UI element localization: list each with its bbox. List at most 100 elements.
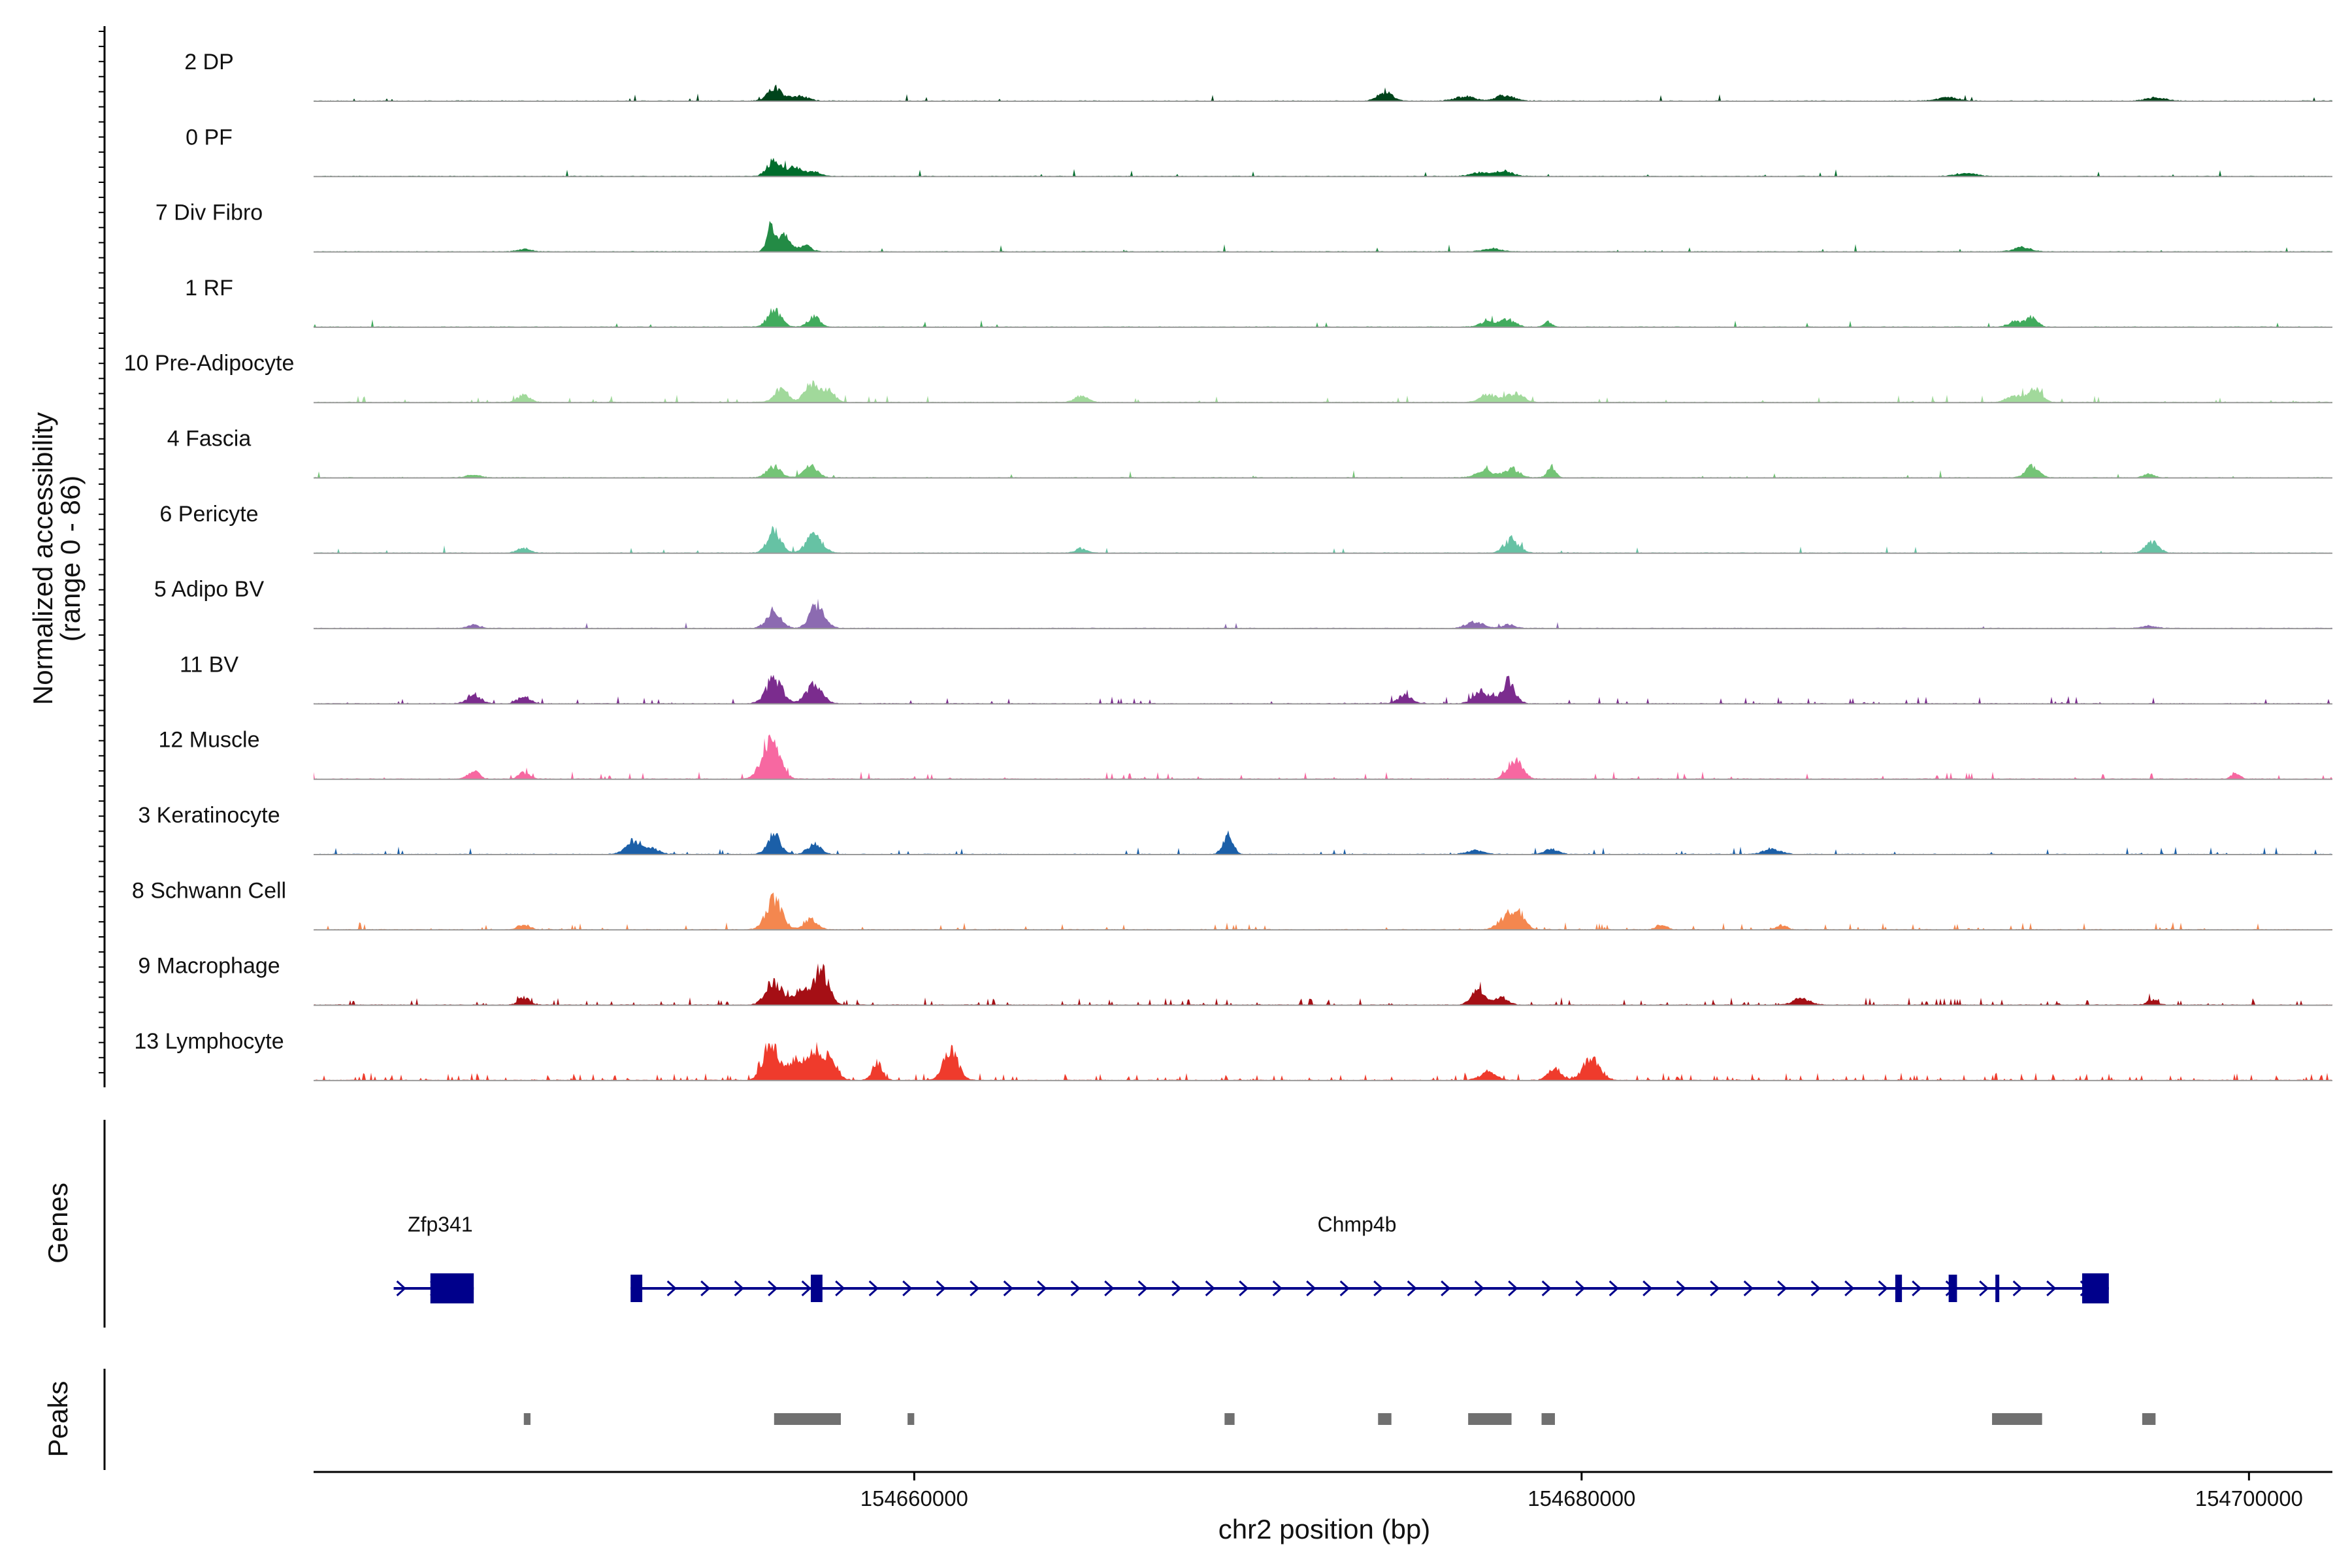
strand-arrow bbox=[1777, 1280, 1788, 1297]
gene-zfp341: Zfp341 bbox=[393, 1213, 474, 1303]
coverage-area bbox=[314, 84, 2332, 101]
strand-arrow bbox=[1137, 1280, 1148, 1297]
coverage-area bbox=[314, 830, 2332, 855]
gene-exon bbox=[430, 1273, 474, 1303]
track-label: 11 BV bbox=[180, 652, 238, 677]
coverage-area bbox=[314, 221, 2332, 252]
track-label: 9 Macrophage bbox=[138, 954, 280, 979]
track-8-schwann-cell: 8 Schwann Cell bbox=[132, 878, 2332, 931]
track-label: 8 Schwann Cell bbox=[132, 878, 286, 903]
x-tick-label: 154680000 bbox=[1527, 1486, 1635, 1511]
strand-arrow bbox=[1810, 1280, 1821, 1297]
strand-arrow bbox=[1743, 1280, 1754, 1297]
strand-arrow bbox=[1979, 1280, 1989, 1297]
x-axis-title: chr2 position (bp) bbox=[1218, 1514, 1431, 1544]
gene-exon bbox=[1995, 1275, 2000, 1302]
gene-exon bbox=[1895, 1275, 1903, 1302]
strand-arrow bbox=[801, 1280, 811, 1297]
peak-region bbox=[1378, 1413, 1392, 1425]
strand-arrow bbox=[1878, 1280, 1888, 1297]
gene-name-label: Chmp4b bbox=[1318, 1213, 1397, 1236]
peak-region bbox=[2142, 1413, 2156, 1425]
gene-chmp4b: Chmp4b bbox=[630, 1213, 2109, 1303]
strand-arrow bbox=[768, 1280, 778, 1297]
coverage-area bbox=[314, 892, 2332, 930]
gene-models: Zfp341 Chmp4b bbox=[393, 1213, 2109, 1303]
strand-arrow bbox=[396, 1280, 406, 1297]
track-10-pre-adipocyte: 10 Pre-Adipocyte bbox=[124, 351, 2332, 404]
track-2-dp: 2 DP bbox=[184, 50, 2332, 102]
track-11-bv: 11 BV bbox=[180, 652, 2332, 705]
x-axis: chr2 position (bp) 154660000 154680000 154… bbox=[314, 1471, 2332, 1544]
strand-arrow bbox=[1003, 1280, 1013, 1297]
x-tick-label: 154700000 bbox=[2195, 1486, 2303, 1511]
strand-arrow bbox=[1474, 1280, 1484, 1297]
track-label: 12 Muscle bbox=[159, 728, 260, 753]
peak-region bbox=[1468, 1413, 1512, 1425]
strand-arrow bbox=[700, 1280, 711, 1297]
strand-arrow bbox=[1239, 1280, 1249, 1297]
gene-exon bbox=[1948, 1275, 1957, 1302]
coverage-area bbox=[314, 734, 2332, 779]
strand-arrow bbox=[1609, 1280, 1619, 1297]
strand-arrow bbox=[2012, 1280, 2023, 1297]
track-label: 2 DP bbox=[184, 50, 234, 74]
strand-arrow bbox=[1508, 1280, 1518, 1297]
strand-arrow bbox=[902, 1280, 913, 1297]
peak-region bbox=[1992, 1413, 2042, 1425]
track-1-rf: 1 RF bbox=[185, 276, 2332, 328]
coverage-area bbox=[314, 674, 2332, 704]
gene-exon bbox=[630, 1275, 643, 1302]
y-axis-title: Normalized accessibility (range 0 - 86) bbox=[27, 412, 86, 705]
track-label: 6 Pericyte bbox=[159, 502, 258, 527]
peak-region bbox=[907, 1413, 915, 1425]
strand-arrow bbox=[2046, 1280, 2057, 1297]
coverage-area bbox=[314, 308, 2332, 327]
track-5-adipo-bv: 5 Adipo BV bbox=[154, 577, 2332, 630]
strand-arrow bbox=[835, 1280, 845, 1297]
strand-arrow bbox=[1407, 1280, 1417, 1297]
coverage-area bbox=[314, 380, 2332, 403]
track-label: 7 Div Fibro bbox=[155, 201, 263, 225]
strand-arrow bbox=[1710, 1280, 1720, 1297]
strand-arrow bbox=[666, 1280, 677, 1297]
strand-arrow bbox=[1912, 1280, 1922, 1297]
strand-arrow bbox=[1171, 1280, 1182, 1297]
peaks-panel: Peaks bbox=[42, 1369, 2156, 1470]
x-tick-label: 154660000 bbox=[860, 1486, 968, 1511]
track-3-keratinocyte: 3 Keratinocyte bbox=[138, 803, 2332, 855]
peak-region bbox=[774, 1413, 841, 1425]
strand-arrow bbox=[1306, 1280, 1316, 1297]
coverage-tracks: 2 DP 0 PF 7 Div Fibro 1 RF 10 Pre-Adipocyte 4… bbox=[124, 50, 2332, 1081]
coverage-area bbox=[314, 525, 2332, 553]
coverage-area bbox=[314, 1041, 2332, 1081]
coverage-area bbox=[314, 598, 2332, 629]
gene-name-label: Zfp341 bbox=[408, 1213, 473, 1236]
peaks-title: Peaks bbox=[42, 1381, 73, 1458]
strand-arrow bbox=[970, 1280, 980, 1297]
track-4-fascia: 4 Fascia bbox=[167, 427, 2332, 479]
strand-arrow bbox=[1272, 1280, 1282, 1297]
strand-arrow bbox=[1037, 1280, 1047, 1297]
track-label: 13 Lymphocyte bbox=[134, 1029, 284, 1054]
strand-arrow bbox=[1070, 1280, 1081, 1297]
track-12-muscle: 12 Muscle bbox=[159, 728, 2332, 780]
track-7-div-fibro: 7 Div Fibro bbox=[155, 201, 2332, 253]
track-0-pf: 0 PF bbox=[186, 125, 2332, 178]
track-6-pericyte: 6 Pericyte bbox=[159, 502, 2332, 554]
track-label: 10 Pre-Adipocyte bbox=[124, 351, 295, 376]
coverage-area bbox=[314, 463, 2332, 478]
y-axis-title-line1: Normalized accessibility bbox=[27, 412, 58, 705]
strand-arrow bbox=[1541, 1280, 1552, 1297]
coverage-area bbox=[314, 963, 2332, 1005]
peak-region bbox=[1541, 1413, 1555, 1425]
genes-title: Genes bbox=[42, 1183, 73, 1264]
track-label: 5 Adipo BV bbox=[154, 577, 265, 602]
strand-arrow bbox=[868, 1280, 879, 1297]
strand-arrow bbox=[1104, 1280, 1115, 1297]
track-label: 1 RF bbox=[185, 276, 233, 301]
peak-region bbox=[1224, 1413, 1235, 1425]
y-axis bbox=[99, 26, 106, 1088]
gene-exon bbox=[811, 1275, 823, 1302]
